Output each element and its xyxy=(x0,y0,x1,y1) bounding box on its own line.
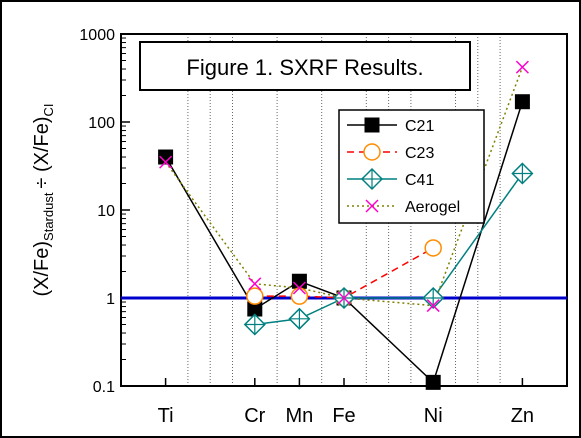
data-point-c23 xyxy=(246,287,264,305)
data-point-aerogel xyxy=(248,277,262,291)
y-label-sub-ci: CI xyxy=(41,103,56,116)
x-tick-label: Zn xyxy=(511,405,534,427)
y-tick-label: 0.1 xyxy=(93,379,115,396)
data-point-aerogel xyxy=(426,299,440,313)
legend-label-c41: C41 xyxy=(405,172,434,189)
x-tick-label: Cr xyxy=(244,405,265,427)
title-box xyxy=(139,41,471,91)
data-point-c21 xyxy=(425,374,441,390)
svg-text:(X/Fe)Stardust÷ (X/Fe)CI: (X/Fe)Stardust ÷ (X/Fe)CI xyxy=(31,103,56,296)
x-tick-label: Mn xyxy=(286,405,314,427)
data-point-c41 xyxy=(511,162,534,185)
diamond-cross xyxy=(512,163,533,184)
series-line-aerogel xyxy=(164,66,524,307)
data-point-aerogel xyxy=(292,281,306,295)
data-point-aerogel xyxy=(159,155,173,169)
data-point-c21 xyxy=(514,94,530,110)
series-line-c23 xyxy=(254,247,434,299)
data-point-c41 xyxy=(243,313,266,336)
data-point-aerogel xyxy=(337,291,351,305)
y-tick-label: 1000 xyxy=(79,27,115,44)
data-point-c23 xyxy=(290,287,309,305)
plot-area: 0.1 1 10 100 1000 Ti Cr Mn Fe Ni Zn xyxy=(79,27,568,427)
data-point-c21 xyxy=(158,149,174,165)
series-line-c21 xyxy=(164,101,524,384)
y-label-operator: ÷ (X/Fe) xyxy=(31,116,53,188)
y-tick-label: 10 xyxy=(97,203,115,220)
x-tick-label: Ni xyxy=(424,405,443,427)
data-point-c41 xyxy=(288,307,311,330)
legend-marker-c41 xyxy=(360,167,384,191)
y-label-sub-stardust: Stardust xyxy=(41,192,56,241)
legend-marker-c21 xyxy=(364,117,380,133)
legend-label-aerogel: Aerogel xyxy=(405,199,460,216)
legend-label-c23: C23 xyxy=(405,145,434,162)
legend-box xyxy=(338,109,485,224)
y-label-main: (X/Fe) xyxy=(31,241,53,297)
legend-marker-c23 xyxy=(363,143,381,161)
x-tick-label: Ti xyxy=(158,405,174,427)
y-axis-label: (X/Fe)Stardust ÷ (X/Fe)CI xyxy=(31,103,56,296)
data-point-aerogel xyxy=(515,60,529,74)
diamond-cross xyxy=(289,308,310,329)
legend-marker-aerogel xyxy=(365,199,379,213)
chart-title-box: Figure 1. SXRF Results. xyxy=(139,41,471,91)
legend: C21 C23 C41 Aerogel xyxy=(338,109,485,224)
diamond-cross xyxy=(244,314,265,335)
y-tick-label: 100 xyxy=(88,115,115,132)
y-tick-label: 1 xyxy=(106,291,115,308)
data-point-c41 xyxy=(422,286,445,310)
data-point-c23 xyxy=(424,239,442,257)
diamond-cross xyxy=(362,169,382,189)
chart-title: Figure 1. SXRF Results. xyxy=(186,55,423,80)
legend-label-c21: C21 xyxy=(405,118,434,135)
x-tick-label: Fe xyxy=(332,405,355,427)
data-point-c21 xyxy=(291,273,307,289)
